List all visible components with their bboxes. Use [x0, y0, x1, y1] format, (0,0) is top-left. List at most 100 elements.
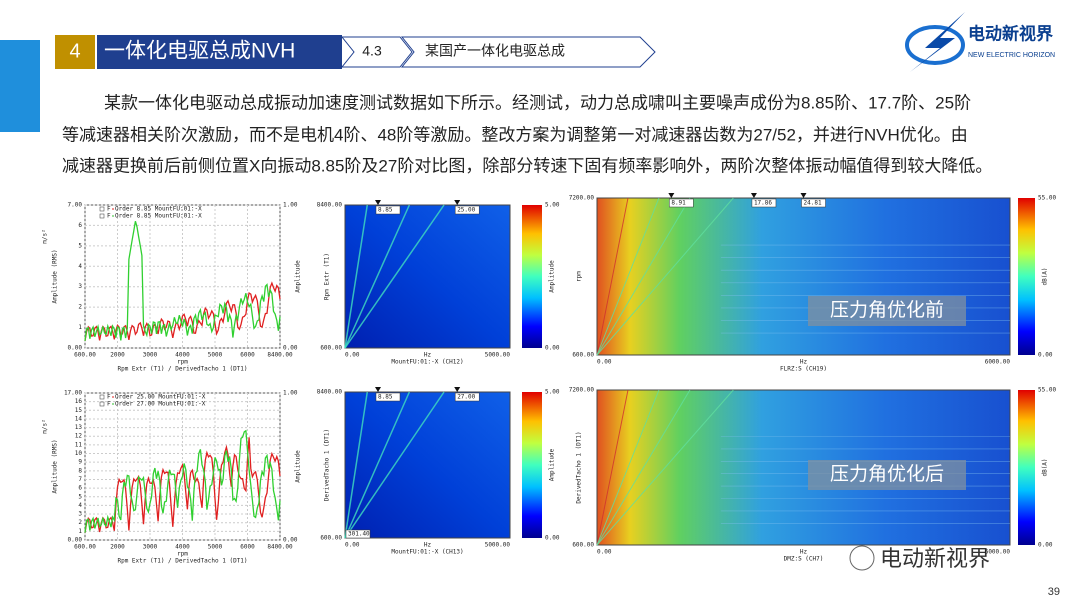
label: 600.00 [74, 544, 96, 551]
section-number: 4 [69, 40, 80, 62]
label: 1 [78, 528, 82, 535]
label: Order 27.00 MountFU:01:-X [115, 401, 206, 408]
order-line [596, 389, 629, 546]
label: 7.00 [68, 202, 83, 209]
label: 4000 [175, 544, 190, 551]
label: 5000 [208, 544, 223, 551]
label: 600.00 [320, 345, 342, 352]
marker-box [454, 205, 480, 215]
marker-box [801, 198, 826, 208]
label: 8 [78, 467, 82, 474]
label: 0.00 [68, 537, 83, 544]
label: Amplitude [295, 260, 302, 293]
label: MountFU:01:-X (CH13) [391, 549, 463, 556]
legend-box [99, 394, 105, 400]
spectrogram [344, 204, 511, 349]
label: m/s² [42, 419, 49, 433]
label: 600.00 [572, 542, 594, 549]
order-line [596, 197, 734, 356]
label: 17.00 [64, 390, 82, 397]
label: 15 [75, 407, 83, 414]
label: 0.00 [597, 549, 612, 556]
label: 8.91 [671, 200, 686, 207]
label: Rpm Extr (T1) / DerivedTacho 1 (DT1) [117, 558, 247, 565]
label: 2 [78, 304, 82, 311]
label: 13 [75, 424, 83, 431]
label: 6000.00 [985, 359, 1011, 366]
label: 0.00 [545, 345, 560, 352]
label: 24.81 [804, 200, 822, 207]
curve [84, 429, 281, 533]
label: 5 [78, 242, 82, 249]
label: Amplitude (RMS) [52, 249, 59, 303]
body-line: 减速器更换前后前侧位置X向振动8.85阶及27阶对比图，除部分转速下固有频率影响… [62, 156, 992, 175]
label: 8.85 [378, 394, 393, 401]
label: m/s² [42, 229, 49, 243]
label: 14 [75, 415, 83, 422]
order-line [344, 204, 369, 349]
legend-box [99, 401, 105, 407]
overlay-label: 压力角优化前 [830, 299, 944, 321]
label: Order 8.85 MountFU:01:-X [115, 206, 202, 213]
label: 5 [78, 493, 82, 500]
order-line [596, 389, 691, 546]
marker-box [751, 198, 777, 208]
label: 301.40 [348, 531, 370, 538]
label: Order 25.00 MountFU:01:-X [115, 394, 206, 401]
order-line [596, 197, 691, 356]
spectrogram [596, 197, 1011, 356]
label: Rpm Extr (T1) [324, 253, 331, 300]
label: 600.00 [320, 535, 342, 542]
label: 2000 [110, 544, 125, 551]
label: Order 8.85 MountFU:01:-X [115, 213, 202, 220]
body-line: 等减速器相关阶次激励，而不是电机4阶、48阶等激励。整改方案为调整第一对减速器齿… [62, 125, 968, 144]
marker-arrow [454, 387, 461, 392]
label: rpm [177, 551, 188, 558]
label: 2 [78, 519, 82, 526]
label: 600.00 [572, 352, 594, 359]
label: Amplitude (RMS) [52, 439, 59, 493]
marker-arrow [454, 200, 461, 205]
label: 4000 [175, 352, 190, 359]
order-line [344, 204, 445, 349]
label: 7 [78, 476, 82, 483]
label: 8400.00 [267, 352, 293, 359]
label: Amplitude [549, 448, 556, 481]
curve [84, 221, 281, 341]
label: 0.00 [597, 359, 612, 366]
label: 25.00 [457, 207, 475, 214]
label: 2000 [110, 352, 125, 359]
label: 1.00 [283, 202, 298, 209]
label: 3 [78, 283, 82, 290]
order-line [596, 197, 629, 356]
marker-box [669, 198, 694, 208]
label: 5000 [208, 352, 223, 359]
order-line [596, 389, 660, 546]
label: 4 [78, 502, 82, 509]
order-line [344, 391, 369, 539]
section-title: 一体化电驱总成NVH [104, 40, 295, 63]
label: 0.00 [283, 345, 298, 352]
subsection-number: 4.3 [362, 43, 382, 59]
label: 6000 [240, 352, 255, 359]
label: 12 [75, 433, 83, 440]
overlay-label: 压力角优化后 [830, 463, 944, 485]
colorbar [522, 392, 542, 538]
label: DerivedTacho 1 (DT1) [324, 429, 331, 501]
label: 16 [75, 398, 83, 405]
label: 55.00 [1038, 195, 1056, 202]
label: 3000 [143, 352, 158, 359]
label: 5000.00 [485, 352, 511, 359]
label: 5.00 [545, 389, 560, 396]
subsection-title: 某国产一体化电驱总成 [425, 43, 565, 59]
label: 9 [78, 459, 82, 466]
label: DerivedTacho 1 (DT1) [576, 431, 583, 503]
label: rpm [177, 359, 188, 366]
legend-box [99, 213, 105, 219]
label: 0.00 [1038, 542, 1053, 549]
curve [84, 437, 281, 533]
label: MountFU:01:-X (CH12) [391, 359, 463, 366]
wechat-icon [849, 545, 875, 571]
label: 27.00 [457, 394, 475, 401]
